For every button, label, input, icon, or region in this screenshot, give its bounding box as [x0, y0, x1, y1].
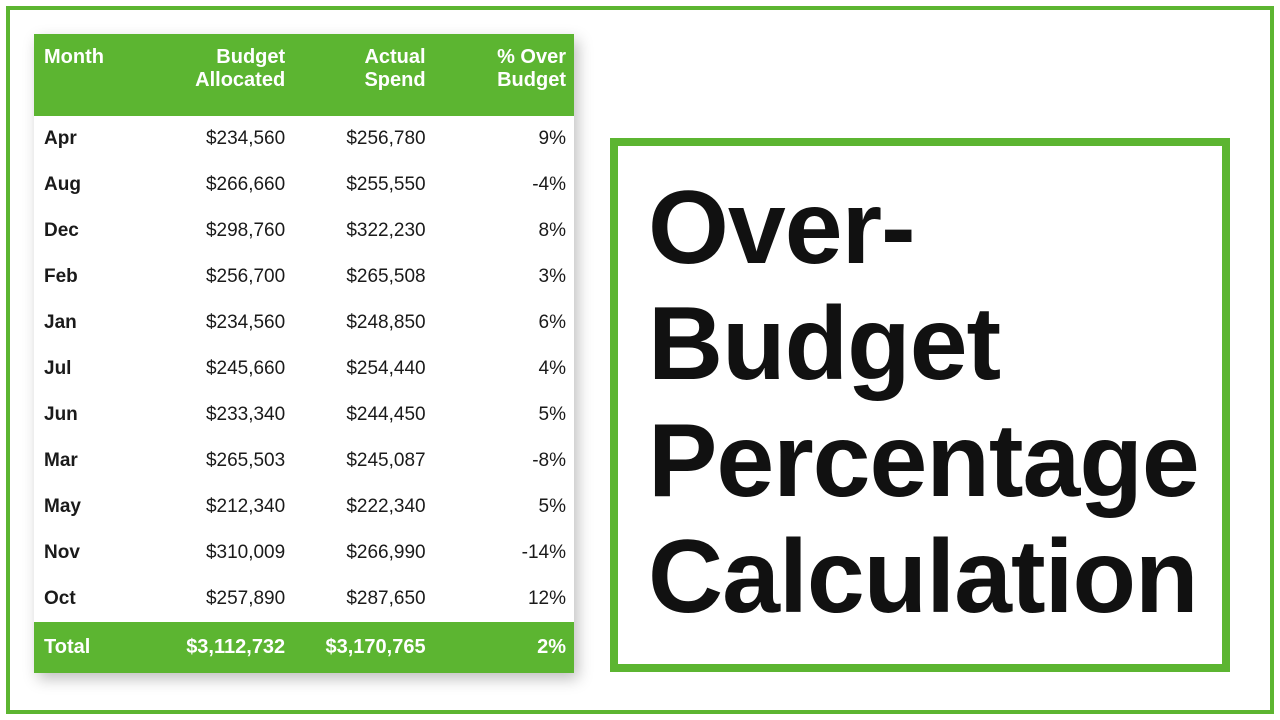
table-row: Apr$234,560$256,7809% [34, 116, 574, 162]
cell-spend: $248,850 [293, 300, 433, 346]
cell-spend: $222,340 [293, 484, 433, 530]
cell-budget: $266,660 [120, 162, 293, 208]
table-row: Aug$266,660$255,550-4% [34, 162, 574, 208]
total-label: Total [34, 622, 120, 673]
cell-month: Feb [34, 254, 120, 300]
table-row: Oct$257,890$287,65012% [34, 576, 574, 622]
cell-budget: $265,503 [120, 438, 293, 484]
col-header-month: Month [34, 34, 120, 116]
budget-table: Month Budget Allocated Actual Spend % Ov… [34, 34, 574, 673]
table-body: Apr$234,560$256,7809%Aug$266,660$255,550… [34, 116, 574, 622]
cell-spend: $266,990 [293, 530, 433, 576]
cell-budget: $234,560 [120, 300, 293, 346]
cell-pct: 5% [434, 392, 574, 438]
cell-spend: $245,087 [293, 438, 433, 484]
title-line-1: Over-Budget [648, 170, 1198, 403]
total-spend: $3,170,765 [293, 622, 433, 673]
title-box: Over-Budget Percentage Calculation [610, 138, 1230, 672]
cell-month: Dec [34, 208, 120, 254]
col-header-pct: % Over Budget [434, 34, 574, 116]
cell-budget: $233,340 [120, 392, 293, 438]
col-header-spend: Actual Spend [293, 34, 433, 116]
cell-month: Aug [34, 162, 120, 208]
cell-pct: -14% [434, 530, 574, 576]
table-row: Feb$256,700$265,5083% [34, 254, 574, 300]
cell-budget: $212,340 [120, 484, 293, 530]
table-row: Mar$265,503$245,087-8% [34, 438, 574, 484]
table-row: Jun$233,340$244,4505% [34, 392, 574, 438]
total-pct: 2% [434, 622, 574, 673]
cell-pct: 9% [434, 116, 574, 162]
title-line-2: Percentage [648, 403, 1198, 519]
cell-month: Nov [34, 530, 120, 576]
cell-month: Oct [34, 576, 120, 622]
cell-pct: 4% [434, 346, 574, 392]
cell-spend: $254,440 [293, 346, 433, 392]
cell-pct: 6% [434, 300, 574, 346]
table-row: Dec$298,760$322,2308% [34, 208, 574, 254]
table-header-row: Month Budget Allocated Actual Spend % Ov… [34, 34, 574, 116]
table-row: Nov$310,009$266,990-14% [34, 530, 574, 576]
cell-spend: $256,780 [293, 116, 433, 162]
cell-budget: $234,560 [120, 116, 293, 162]
cell-month: Jul [34, 346, 120, 392]
cell-spend: $244,450 [293, 392, 433, 438]
cell-pct: 12% [434, 576, 574, 622]
cell-month: Mar [34, 438, 120, 484]
cell-pct: -4% [434, 162, 574, 208]
cell-pct: 5% [434, 484, 574, 530]
cell-pct: 3% [434, 254, 574, 300]
cell-month: Apr [34, 116, 120, 162]
cell-spend: $322,230 [293, 208, 433, 254]
table-row: Jan$234,560$248,8506% [34, 300, 574, 346]
table-total-row: Total $3,112,732 $3,170,765 2% [34, 622, 574, 673]
budget-table-container: Month Budget Allocated Actual Spend % Ov… [34, 34, 574, 673]
cell-budget: $245,660 [120, 346, 293, 392]
cell-budget: $256,700 [120, 254, 293, 300]
cell-pct: 8% [434, 208, 574, 254]
outer-frame: Month Budget Allocated Actual Spend % Ov… [6, 6, 1274, 714]
cell-pct: -8% [434, 438, 574, 484]
cell-budget: $257,890 [120, 576, 293, 622]
table-row: Jul$245,660$254,4404% [34, 346, 574, 392]
cell-budget: $298,760 [120, 208, 293, 254]
cell-month: Jun [34, 392, 120, 438]
cell-month: May [34, 484, 120, 530]
cell-spend: $265,508 [293, 254, 433, 300]
total-budget: $3,112,732 [120, 622, 293, 673]
cell-budget: $310,009 [120, 530, 293, 576]
col-header-budget: Budget Allocated [120, 34, 293, 116]
title-line-3: Calculation [648, 519, 1198, 635]
cell-month: Jan [34, 300, 120, 346]
cell-spend: $287,650 [293, 576, 433, 622]
table-row: May$212,340$222,3405% [34, 484, 574, 530]
cell-spend: $255,550 [293, 162, 433, 208]
